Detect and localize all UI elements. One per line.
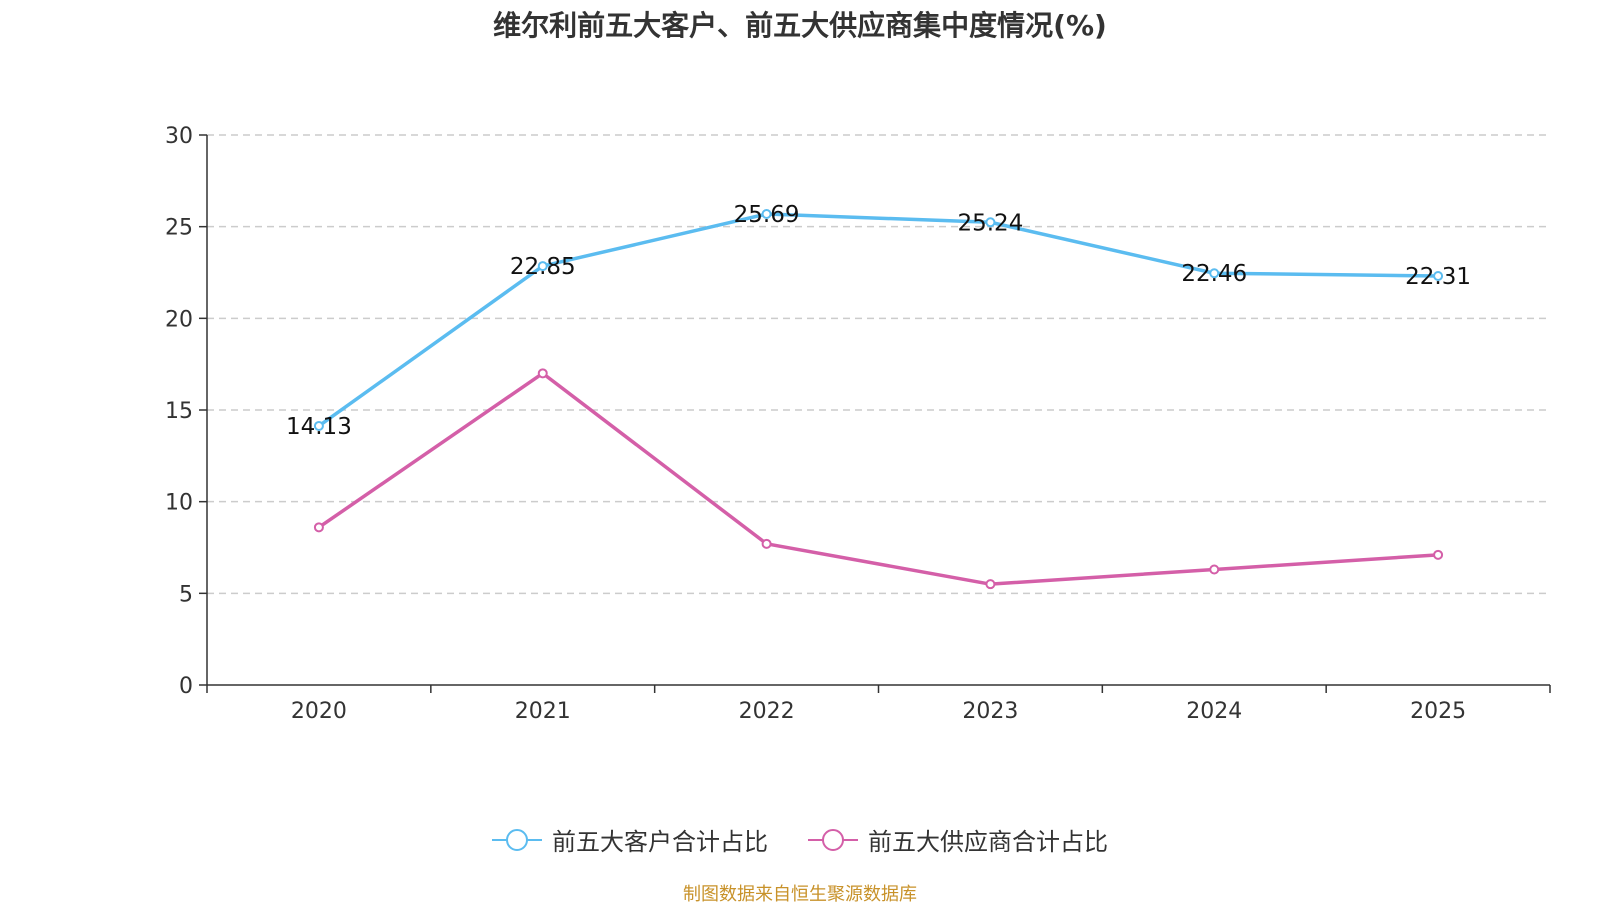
grid-lines bbox=[207, 134, 1550, 595]
data-label-2024: 22.46 bbox=[1181, 261, 1247, 287]
legend-marker-customers bbox=[492, 828, 542, 851]
legend: 前五大客户合计占比 前五大供应商合计占比 bbox=[0, 822, 1600, 857]
data-label-2023: 25.24 bbox=[957, 210, 1023, 236]
series-line-0 bbox=[317, 212, 1439, 428]
y-tick-label-25: 25 bbox=[165, 216, 193, 241]
y-tick-label-15: 15 bbox=[165, 399, 193, 424]
data-label-2020: 14.13 bbox=[286, 414, 352, 440]
y-tick-label-20: 20 bbox=[165, 307, 193, 332]
x-tick-label-2022: 2022 bbox=[739, 699, 795, 724]
series-0-point-2022 bbox=[761, 209, 772, 220]
x-tick-label-2021: 2021 bbox=[515, 699, 571, 724]
x-tick-label-2024: 2024 bbox=[1186, 699, 1242, 724]
series-1-point-2023 bbox=[985, 579, 996, 590]
series-0-point-2024 bbox=[1209, 268, 1220, 279]
legend-marker-suppliers bbox=[808, 828, 858, 851]
series-1-point-2024 bbox=[1209, 564, 1220, 575]
source-note: 制图数据来自恒生聚源数据库 bbox=[683, 884, 917, 905]
x-tick-label-2023: 2023 bbox=[962, 699, 1018, 724]
x-tick-label-2025: 2025 bbox=[1410, 699, 1466, 724]
series-1-point-2020 bbox=[313, 522, 324, 533]
data-label-2021: 22.85 bbox=[510, 254, 576, 280]
data-labels: 14.13 22.85 25.69 25.24 22.46 22.31 bbox=[286, 202, 1471, 440]
series-0-point-2020 bbox=[313, 420, 324, 431]
y-tick-label-30: 30 bbox=[165, 124, 193, 149]
series-0-point-2021 bbox=[537, 261, 548, 272]
series-1-point-2021 bbox=[537, 368, 548, 379]
legend-label-customers: 前五大客户合计占比 bbox=[552, 828, 768, 856]
chart-title: 维尔利前五大客户、前五大供应商集中度情况(%) bbox=[493, 9, 1107, 42]
data-label-2022: 25.69 bbox=[734, 202, 800, 228]
y-tick-label-0: 0 bbox=[179, 674, 193, 699]
series-line-1 bbox=[317, 371, 1439, 586]
y-tick-label-10: 10 bbox=[165, 491, 193, 516]
data-label-2025: 22.31 bbox=[1405, 264, 1471, 290]
legend-item-suppliers[interactable]: 前五大供应商合计占比 bbox=[808, 822, 1108, 857]
y-tick-label-5: 5 bbox=[179, 582, 193, 607]
series-1-point-2022 bbox=[761, 538, 772, 549]
series-1-point-2025 bbox=[1433, 549, 1444, 560]
legend-item-customers[interactable]: 前五大客户合计占比 bbox=[492, 822, 768, 857]
x-tick-label-2020: 2020 bbox=[291, 699, 347, 724]
series-0-point-2023 bbox=[985, 217, 996, 228]
series-0-point-2025 bbox=[1433, 270, 1444, 281]
legend-label-suppliers: 前五大供应商合计占比 bbox=[868, 828, 1108, 856]
series-lines bbox=[313, 209, 1444, 590]
